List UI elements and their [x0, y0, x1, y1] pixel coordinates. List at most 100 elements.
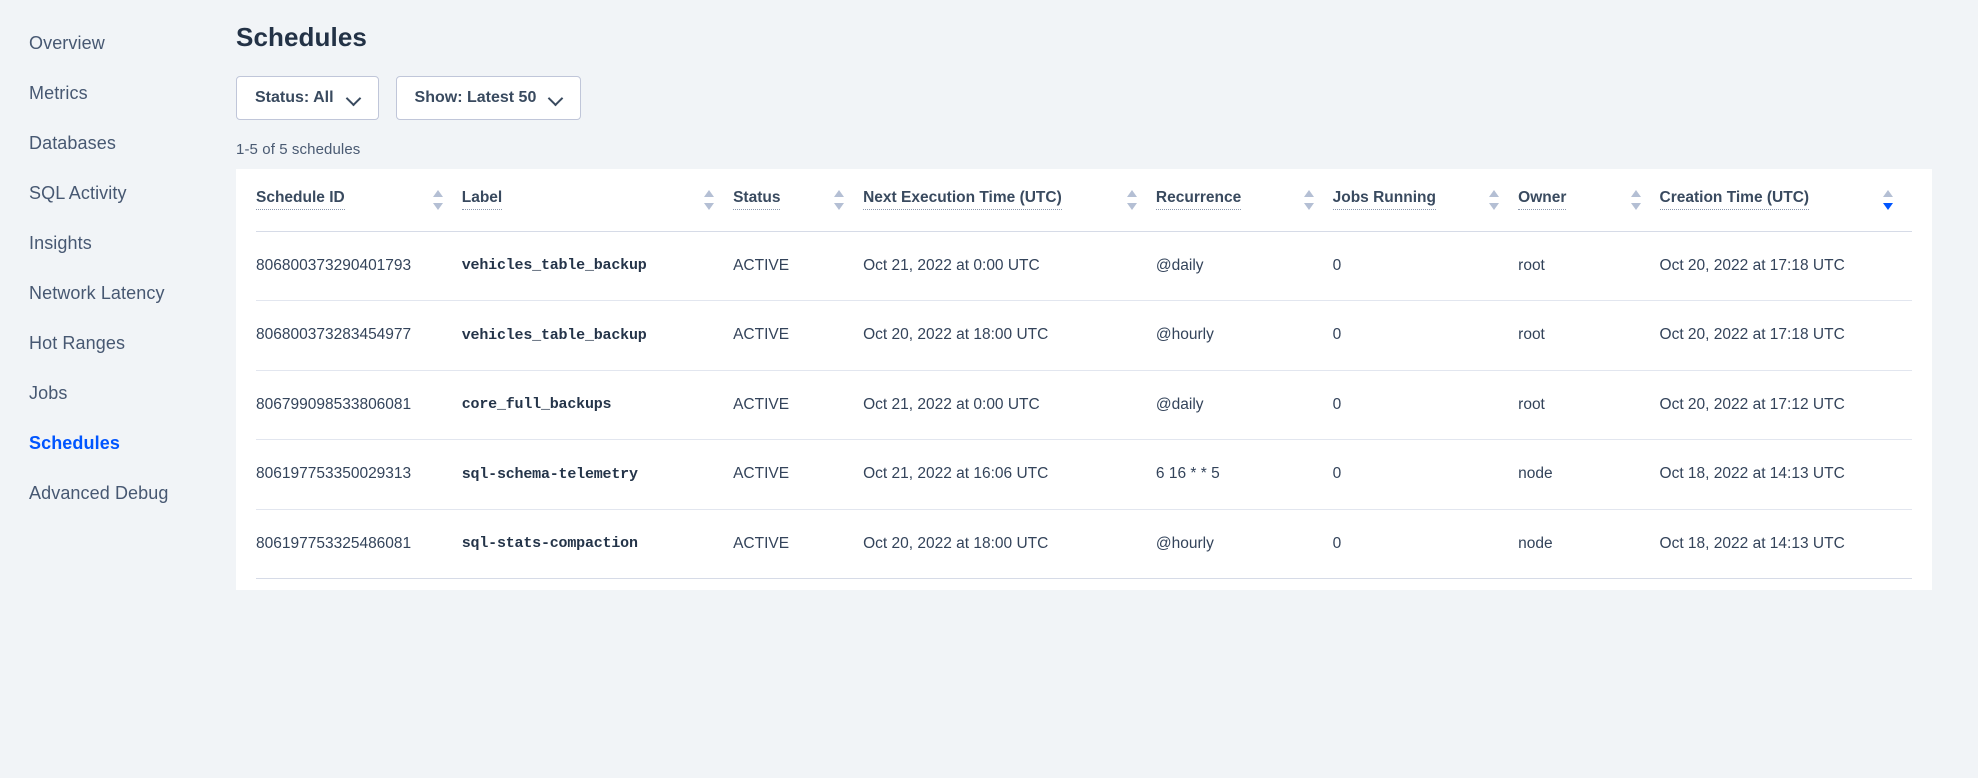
cell-schedule-id[interactable]: 806197753350029313 [256, 439, 462, 510]
column-header-inner: Jobs Running [1332, 189, 1519, 211]
sidebar-item-overview[interactable]: Overview [0, 18, 236, 68]
cell-label[interactable]: vehicles_table_backup [461, 231, 734, 301]
cell-schedule-id[interactable]: 806800373283454977 [256, 300, 462, 371]
cell-schedule-id[interactable]: 806799098533806081 [256, 370, 462, 440]
column-header-next-execution-time-utc[interactable]: Next Execution Time (UTC) [863, 169, 1156, 232]
schedules-table-panel: Schedule ID Label Status Next Execution Tim… [236, 169, 1932, 590]
cell-creation-time: Oct 20, 2022 at 17:12 UTC [1659, 370, 1912, 440]
status-filter-label: Status: All [255, 89, 334, 106]
column-header-label[interactable]: Creation Time (UTC) [1659, 189, 1810, 211]
page-title: Schedules [236, 22, 367, 52]
cell-status: ACTIVE [733, 509, 864, 579]
sidebar-item-insights[interactable]: Insights [0, 218, 236, 268]
cell-owner: node [1518, 439, 1660, 510]
results-count: 1-5 of 5 schedules [236, 141, 361, 158]
column-header-inner: Creation Time (UTC) [1659, 189, 1912, 211]
sort-toggle-icon[interactable] [432, 189, 444, 210]
cell-next-execution-time: Oct 21, 2022 at 0:00 UTC [863, 231, 1156, 301]
table-row[interactable]: 806800373290401793 vehicles_table_backup A… [256, 231, 1912, 301]
sidebar-item-label: Network Latency [29, 282, 165, 303]
column-header-label[interactable]: Label [461, 169, 734, 232]
column-header-label[interactable]: Label [461, 189, 503, 211]
cell-creation-time: Oct 18, 2022 at 14:13 UTC [1659, 509, 1912, 579]
status-filter-dropdown[interactable]: Status: All [236, 76, 379, 120]
cell-creation-time: Oct 20, 2022 at 17:18 UTC [1659, 231, 1912, 301]
sidebar-item-label: SQL Activity [29, 182, 127, 203]
column-header-label[interactable]: Jobs Running [1332, 189, 1436, 211]
sort-toggle-icon[interactable] [1630, 189, 1642, 210]
sort-toggle-icon[interactable] [1303, 189, 1315, 210]
sidebar-item-label: Databases [29, 132, 116, 153]
cell-next-execution-time: Oct 21, 2022 at 16:06 UTC [863, 439, 1156, 510]
table-row[interactable]: 806197753350029313 sql-schema-telemetry AC… [256, 439, 1912, 510]
sidebar-item-network-latency[interactable]: Network Latency [0, 268, 236, 318]
cell-creation-time: Oct 20, 2022 at 17:18 UTC [1659, 300, 1912, 371]
sidebar-item-jobs[interactable]: Jobs [0, 368, 236, 418]
cell-creation-time: Oct 18, 2022 at 14:13 UTC [1659, 439, 1912, 510]
sort-toggle-icon[interactable] [1489, 189, 1500, 210]
column-header-label[interactable]: Next Execution Time (UTC) [863, 189, 1062, 211]
cell-jobs-running: 0 [1332, 509, 1519, 579]
main-content: Schedules Status: All Show: Latest 50 1-… [236, 0, 1978, 778]
cell-label[interactable]: sql-stats-compaction [461, 509, 734, 579]
sidebar-item-label: Insights [29, 232, 92, 253]
column-header-jobs-running[interactable]: Jobs Running [1332, 169, 1519, 232]
cell-schedule-id[interactable]: 806800373290401793 [256, 231, 462, 301]
column-header-owner[interactable]: Owner [1518, 169, 1660, 232]
sidebar-item-hot-ranges[interactable]: Hot Ranges [0, 318, 236, 368]
column-header-label[interactable]: Recurrence [1155, 189, 1242, 211]
column-header-inner: Status [733, 189, 863, 211]
sidebar: Overview Metrics Databases SQL Activity Insi… [0, 0, 236, 778]
sidebar-item-metrics[interactable]: Metrics [0, 68, 236, 118]
cell-jobs-running: 0 [1332, 231, 1519, 301]
column-header-creation-time-utc[interactable]: Creation Time (UTC) [1659, 169, 1912, 232]
cell-label[interactable]: core_full_backups [461, 370, 734, 440]
show-filter-dropdown[interactable]: Show: Latest 50 [395, 76, 582, 120]
cell-status: ACTIVE [733, 439, 864, 510]
cell-jobs-running: 0 [1332, 300, 1519, 371]
column-header-label[interactable]: Schedule ID [256, 189, 345, 211]
show-filter-label: Show: Latest 50 [414, 89, 537, 106]
cell-schedule-id[interactable]: 806197753325486081 [256, 509, 462, 579]
table-header-row: Schedule ID Label Status Next Execution Tim… [256, 169, 1912, 232]
sort-toggle-icon[interactable] [704, 189, 715, 210]
column-header-inner: Owner [1518, 189, 1659, 211]
sort-toggle-icon[interactable] [1883, 189, 1894, 210]
cell-status: ACTIVE [733, 300, 864, 371]
table-row[interactable]: 806800373283454977 vehicles_table_backup A… [256, 300, 1912, 371]
sidebar-item-databases[interactable]: Databases [0, 118, 236, 168]
sort-toggle-icon[interactable] [1126, 189, 1138, 210]
column-header-schedule-id[interactable]: Schedule ID [256, 169, 462, 232]
column-header-recurrence[interactable]: Recurrence [1155, 169, 1333, 232]
sort-toggle-icon[interactable] [834, 189, 845, 210]
cell-label[interactable]: sql-schema-telemetry [461, 439, 734, 510]
column-header-inner: Label [461, 189, 733, 211]
table-row[interactable]: 806197753325486081 sql-stats-compaction AC… [256, 509, 1912, 579]
cell-owner: root [1518, 300, 1660, 371]
filters-toolbar: Status: All Show: Latest 50 [236, 76, 1978, 120]
table-row[interactable]: 806799098533806081 core_full_backups ACTIV… [256, 370, 1912, 440]
cell-next-execution-time: Oct 21, 2022 at 0:00 UTC [863, 370, 1156, 440]
cell-recurrence: @hourly [1155, 509, 1333, 579]
cell-owner: node [1518, 509, 1660, 579]
column-header-inner: Schedule ID [256, 189, 462, 211]
sidebar-item-advanced-debug[interactable]: Advanced Debug [0, 468, 236, 518]
cell-jobs-running: 0 [1332, 439, 1519, 510]
cell-recurrence: @hourly [1155, 300, 1333, 371]
column-header-label[interactable]: Status [733, 189, 781, 211]
sidebar-item-label: Jobs [29, 382, 68, 403]
column-header-label[interactable]: Owner [1518, 189, 1567, 211]
sidebar-item-schedules[interactable]: Schedules [0, 418, 236, 468]
sidebar-item-sql-activity[interactable]: SQL Activity [0, 168, 236, 218]
chevron-down-icon [347, 92, 360, 105]
table-body: 806800373290401793 vehicles_table_backup A… [256, 231, 1912, 579]
cell-next-execution-time: Oct 20, 2022 at 18:00 UTC [863, 300, 1156, 371]
cell-owner: root [1518, 231, 1660, 301]
schedules-table: Schedule ID Label Status Next Execution Tim… [256, 169, 1912, 579]
cell-jobs-running: 0 [1332, 370, 1519, 440]
column-header-status[interactable]: Status [733, 169, 864, 232]
cell-recurrence: @daily [1155, 370, 1333, 440]
cell-label[interactable]: vehicles_table_backup [461, 300, 734, 371]
sidebar-item-label: Hot Ranges [29, 332, 126, 353]
